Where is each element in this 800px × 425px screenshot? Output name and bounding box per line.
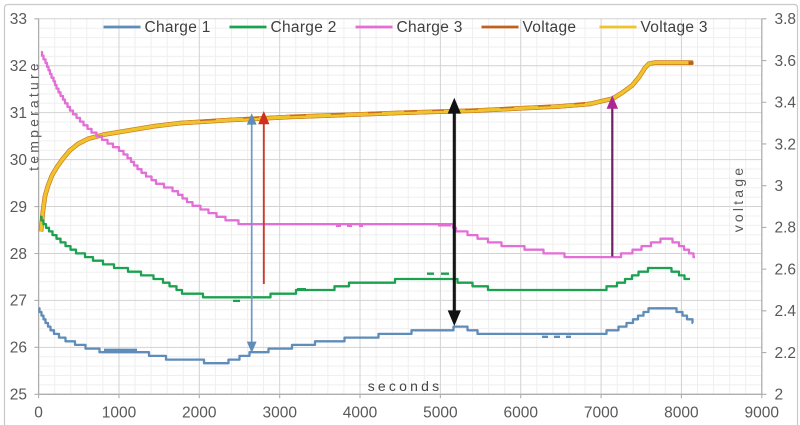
svg-text:Voltage: Voltage [523, 19, 577, 36]
svg-text:9000: 9000 [745, 405, 780, 422]
svg-text:32: 32 [10, 58, 27, 75]
svg-text:2: 2 [775, 387, 784, 404]
svg-text:3: 3 [775, 178, 784, 195]
svg-text:29: 29 [10, 199, 27, 216]
svg-text:31: 31 [10, 105, 27, 122]
svg-text:2000: 2000 [182, 405, 217, 422]
svg-text:26: 26 [10, 340, 27, 357]
svg-text:3000: 3000 [262, 405, 297, 422]
svg-text:2.6: 2.6 [775, 261, 797, 278]
svg-text:25: 25 [10, 387, 27, 404]
svg-text:1000: 1000 [102, 405, 137, 422]
svg-text:6000: 6000 [503, 405, 538, 422]
svg-text:voltage: voltage [730, 165, 746, 233]
svg-text:8000: 8000 [664, 405, 699, 422]
svg-text:4000: 4000 [343, 405, 378, 422]
svg-text:3.8: 3.8 [775, 11, 797, 28]
svg-text:27: 27 [10, 293, 27, 310]
svg-text:Charge 2: Charge 2 [271, 19, 337, 36]
svg-text:0: 0 [34, 405, 43, 422]
svg-text:seconds: seconds [368, 378, 443, 394]
svg-text:33: 33 [10, 11, 27, 28]
svg-text:3.2: 3.2 [775, 136, 797, 153]
svg-text:5000: 5000 [423, 405, 458, 422]
svg-text:Charge 3: Charge 3 [397, 19, 463, 36]
svg-text:temperature: temperature [25, 60, 41, 171]
svg-text:3.6: 3.6 [775, 53, 797, 70]
svg-text:2.8: 2.8 [775, 220, 797, 237]
svg-text:2.2: 2.2 [775, 345, 797, 362]
svg-text:Voltage 3: Voltage 3 [641, 19, 708, 36]
svg-text:2.4: 2.4 [775, 303, 797, 320]
svg-text:7000: 7000 [584, 405, 619, 422]
svg-text:28: 28 [10, 246, 27, 263]
svg-text:3.4: 3.4 [775, 95, 797, 112]
svg-text:30: 30 [10, 152, 28, 169]
svg-text:Charge 1: Charge 1 [145, 19, 211, 36]
